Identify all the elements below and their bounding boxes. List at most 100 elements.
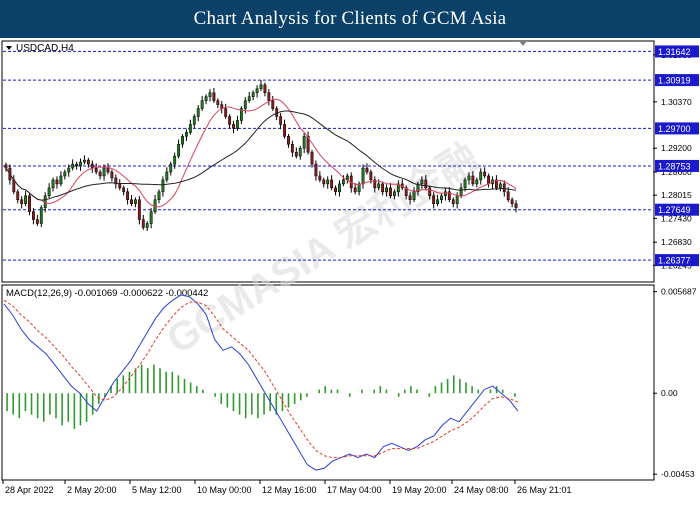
candle-body xyxy=(326,179,330,185)
candle-body xyxy=(192,116,196,125)
chart-svg: GCMASIA 宏利金融 USDCAD,H4 MACD(12,26,9) -0.… xyxy=(1,40,699,495)
candle-body xyxy=(122,187,126,193)
symbol-dropdown-icon[interactable] xyxy=(6,46,12,50)
candle-body xyxy=(83,159,86,163)
level-tag xyxy=(655,74,699,87)
candle-body xyxy=(420,179,424,185)
candle-body xyxy=(145,223,149,228)
candle-body xyxy=(361,167,365,185)
candle-body xyxy=(63,171,67,177)
candle-body xyxy=(294,151,298,157)
candle-body xyxy=(224,108,228,117)
price-tick-label: 1.26830 xyxy=(661,237,692,247)
candle-body xyxy=(90,163,94,169)
ma-slow-line xyxy=(5,110,517,201)
candle-body xyxy=(157,191,161,200)
candle-body xyxy=(137,199,141,220)
candle-body xyxy=(126,191,130,200)
candle-body xyxy=(75,163,79,167)
level-tag-label: 1.26377 xyxy=(658,256,691,266)
candle-body xyxy=(471,175,475,185)
x-tick-label: 24 May 08:00 xyxy=(454,485,509,495)
chart-area: GCMASIA 宏利金融 USDCAD,H4 MACD(12,26,9) -0.… xyxy=(0,38,700,500)
candle-body xyxy=(357,183,361,193)
candle-body xyxy=(494,179,498,189)
candle-body xyxy=(204,96,208,101)
candle-body xyxy=(447,191,451,200)
candle-body xyxy=(86,159,90,165)
candle-body xyxy=(259,84,263,90)
candle-body xyxy=(4,164,8,169)
x-tick-label: 2 May 20:00 xyxy=(67,485,117,495)
candle-body xyxy=(389,187,392,197)
x-tick-label: 28 Apr 2022 xyxy=(5,485,54,495)
candle-body xyxy=(239,108,243,121)
level-tag xyxy=(655,122,699,135)
candle-body xyxy=(141,219,145,228)
candle-body xyxy=(94,167,98,173)
chart-title: Chart Analysis for Clients of GCM Asia xyxy=(193,8,507,29)
x-tick-label: 26 May 21:01 xyxy=(517,485,572,495)
candle-body xyxy=(24,195,28,204)
candle-body xyxy=(106,167,110,173)
candle-body xyxy=(479,171,483,181)
x-tick-label: 5 May 12:00 xyxy=(132,485,182,495)
shift-marker-icon xyxy=(519,41,527,46)
candle-body xyxy=(487,175,490,185)
candle-body xyxy=(483,171,487,177)
price-tick-label: 1.30370 xyxy=(661,97,692,107)
candle-body xyxy=(149,211,153,224)
macd-tick-label: 0.005687 xyxy=(661,287,697,297)
candle-body xyxy=(377,183,381,189)
x-tick-label: 17 May 04:00 xyxy=(327,485,382,495)
candle-body xyxy=(267,92,271,101)
candle-body xyxy=(188,124,192,133)
price-layer xyxy=(3,50,653,261)
candle-body xyxy=(459,187,463,197)
candle-body xyxy=(467,175,471,181)
candle-body xyxy=(263,84,267,93)
candle-body xyxy=(428,187,432,197)
level-tag-label: 1.30919 xyxy=(658,76,691,86)
candle-body xyxy=(212,92,216,101)
candle-body xyxy=(177,144,181,157)
x-tick-label: 10 May 00:00 xyxy=(197,485,252,495)
candle-body xyxy=(341,179,345,185)
candle-body xyxy=(510,199,514,204)
candle-body xyxy=(318,175,322,181)
x-tick-label: 19 May 20:00 xyxy=(392,485,447,495)
macd-layer xyxy=(3,294,519,471)
candle-body xyxy=(134,199,137,204)
candle-body xyxy=(373,179,377,189)
candle-body xyxy=(247,96,251,101)
candle-body xyxy=(47,187,51,197)
candle-body xyxy=(236,120,239,129)
candle-body xyxy=(506,191,510,200)
symbol-label: USDCAD,H4 xyxy=(16,43,74,54)
candle-body xyxy=(298,147,302,157)
candle-body xyxy=(216,100,220,105)
candle-body xyxy=(51,179,55,189)
level-tag-label: 1.27649 xyxy=(658,205,691,215)
macd-signal-line xyxy=(3,299,519,459)
candle-body xyxy=(412,191,416,200)
candle-body xyxy=(185,132,188,137)
candle-body xyxy=(283,124,286,137)
candle-body xyxy=(451,199,455,204)
candle-body xyxy=(71,163,75,169)
axis-layer: 1.315551.303701.292001.286001.280151.274… xyxy=(2,45,699,495)
candle-body xyxy=(498,183,502,189)
candle-body xyxy=(118,183,122,189)
level-tag-label: 1.29700 xyxy=(658,124,691,134)
price-tick-label: 1.28015 xyxy=(661,190,692,200)
macd-tick-label: 0.00 xyxy=(661,388,678,398)
candle-body xyxy=(271,100,275,109)
candle-body xyxy=(98,171,102,177)
price-tick-label: 1.27430 xyxy=(661,213,692,223)
candle-body xyxy=(255,88,259,93)
candle-body xyxy=(161,179,165,193)
candle-body xyxy=(55,179,59,185)
level-tag xyxy=(655,159,699,172)
candle-body xyxy=(208,92,212,97)
candle-body xyxy=(181,136,184,145)
